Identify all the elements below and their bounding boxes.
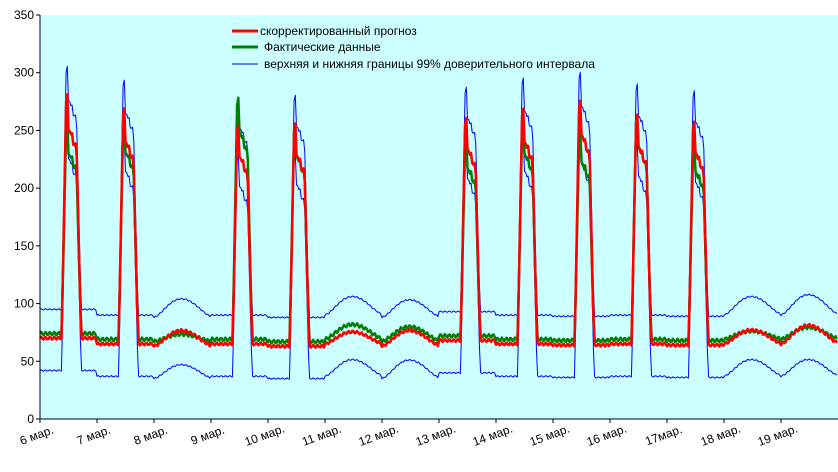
x-tick-label: 18 мар.	[699, 422, 743, 449]
y-tick-label: 300	[14, 66, 34, 80]
y-tick-label: 0	[27, 412, 34, 426]
legend-label-bounds: верхняя и нижняя границы 99% доверительн…	[264, 57, 595, 71]
x-tick-label: 8 мар.	[132, 423, 170, 448]
legend-item-forecast: скорректированный прогноз	[232, 24, 417, 38]
series-upper-bound-line	[39, 65, 838, 319]
y-tick-label: 50	[21, 354, 35, 368]
y-tick-label: 200	[14, 181, 34, 195]
series-layer	[38, 65, 838, 380]
x-tick-label: 6 мар.	[18, 423, 56, 448]
x-tick-label: 13 мар.	[414, 422, 458, 449]
legend-label-forecast: скорректированный прогноз	[260, 24, 417, 38]
x-tick-label: 12 мар.	[357, 422, 401, 449]
y-tick-label: 350	[14, 8, 34, 22]
x-tick-label: 17мар.	[643, 422, 684, 448]
x-ticks: 6 мар. 7 мар. 8 мар. 9 мар. 10 мар. 11 мар. 12…	[18, 419, 800, 449]
x-tick-label: 11 мар.	[300, 422, 343, 449]
y-tick-label: 100	[14, 297, 34, 311]
x-tick-label: 10 мар.	[243, 422, 287, 449]
legend-label-actual: Фактические данные	[264, 40, 381, 54]
plot-area	[40, 15, 838, 419]
x-tick-label: 19 мар.	[756, 422, 800, 449]
y-ticks: 0 50 100 150 200 250 300 350	[14, 8, 40, 426]
x-tick-label: 14 мар.	[471, 422, 515, 449]
y-tick-label: 250	[14, 123, 34, 137]
x-tick-label: 15 мар.	[528, 422, 572, 449]
series-forecast-line	[39, 93, 838, 349]
x-tick-label: 7 мар.	[75, 423, 113, 448]
legend-item-bounds: верхняя и нижняя границы 99% доверительн…	[232, 57, 595, 71]
legend: скорректированный прогноз Фактические да…	[232, 24, 595, 71]
x-tick-label: 9 мар.	[189, 423, 227, 448]
y-tick-label: 150	[14, 239, 34, 253]
x-tick-label: 16 мар.	[585, 422, 629, 449]
legend-item-actual: Фактические данные	[232, 40, 381, 54]
